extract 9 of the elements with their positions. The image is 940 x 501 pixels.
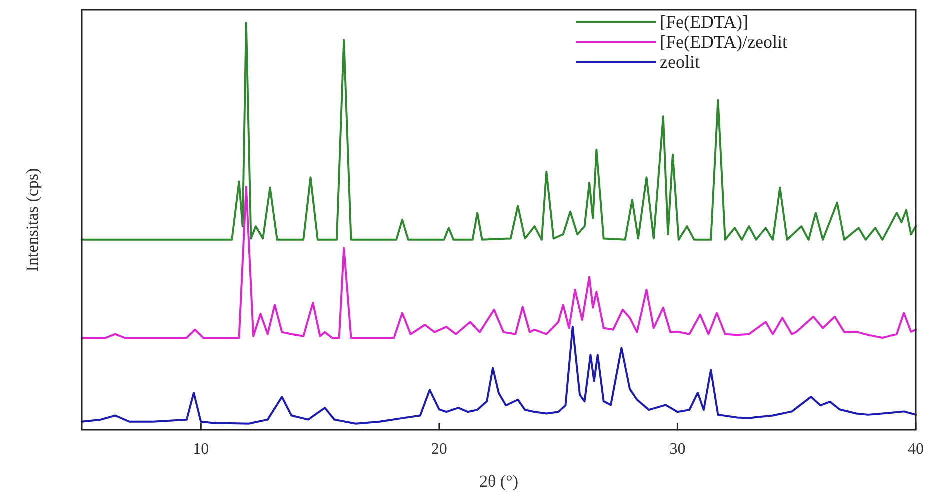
legend-label: zeolit bbox=[660, 52, 700, 72]
y-axis-title: Intensitas (cps) bbox=[23, 168, 42, 272]
x-tick-label: 40 bbox=[908, 441, 924, 458]
x-tick-label: 20 bbox=[431, 441, 448, 458]
legend-label: [Fe(EDTA)] bbox=[660, 12, 749, 32]
x-axis-title: 2θ (°) bbox=[479, 472, 519, 491]
x-tick-label: 30 bbox=[670, 441, 686, 458]
x-tick-label: 10 bbox=[193, 441, 210, 458]
legend-label: [Fe(EDTA)/zeolit bbox=[660, 32, 788, 52]
